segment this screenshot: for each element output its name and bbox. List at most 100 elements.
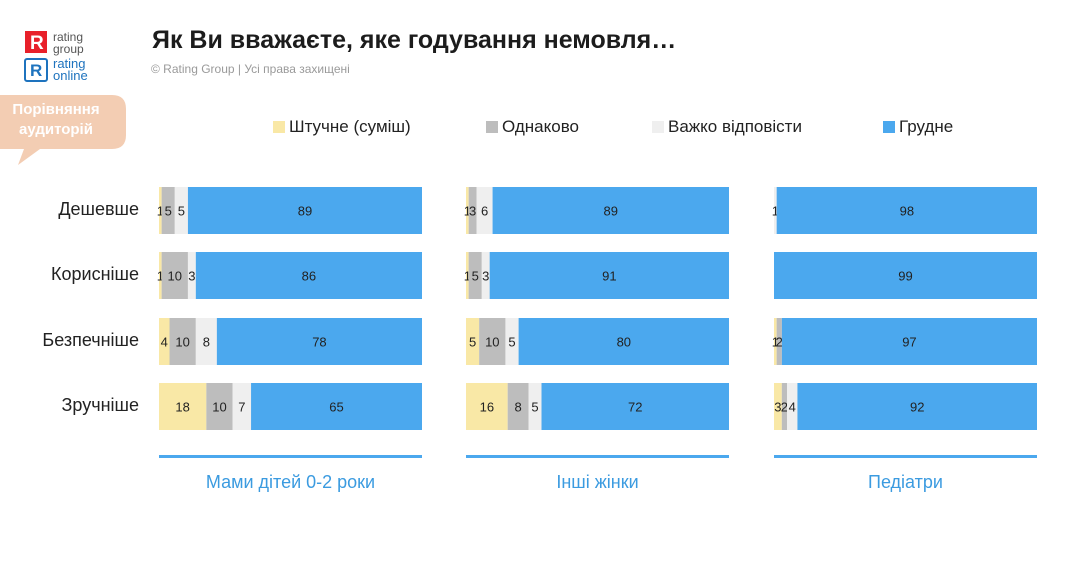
bar-mothers-row3-equal <box>169 318 196 365</box>
bar-other-women-row3-hard-to-say <box>505 318 519 365</box>
bar-label-pediatricians-row2-breast: 99 <box>898 269 912 284</box>
bar-other-women-row3-artificial <box>466 318 480 365</box>
bar-label-pediatricians-row4-hard-to-say: 4 <box>789 400 796 415</box>
bar-label-pediatricians-row3-breast: 97 <box>902 335 916 350</box>
bar-other-women-row4-artificial <box>466 383 508 430</box>
bar-mothers-row1-artificial <box>159 187 162 234</box>
panel-label-other-women: Інші жінки <box>556 472 639 492</box>
bar-other-women-row1-artificial <box>466 187 469 234</box>
bar-label-other-women-row2-hard-to-say: 3 <box>482 269 489 284</box>
bar-pediatricians-row3-artificial <box>774 318 777 365</box>
bar-label-other-women-row3-hard-to-say: 5 <box>508 335 515 350</box>
bar-mothers-row1-hard-to-say <box>174 187 188 234</box>
bar-mothers-row4-hard-to-say <box>232 383 252 430</box>
bar-mothers-row2-artificial <box>159 252 162 299</box>
bar-mothers-row2-equal <box>161 252 188 299</box>
bar-label-pediatricians-row4-equal: 2 <box>781 400 788 415</box>
bar-label-mothers-row1-equal: 5 <box>165 204 172 219</box>
bar-other-women-row3-breast <box>518 318 729 365</box>
bar-label-other-women-row3-breast: 80 <box>617 335 631 350</box>
bar-label-other-women-row4-equal: 8 <box>514 400 521 415</box>
bar-other-women-row2-hard-to-say <box>481 252 490 299</box>
chart-legend: Штучне (суміш) Однаково Важко відповісти… <box>0 117 1080 141</box>
bar-other-women-row4-equal <box>507 383 529 430</box>
legend-label-hard-to-say: Важко відповісти <box>668 117 802 136</box>
bar-label-other-women-row3-artificial: 5 <box>469 335 476 350</box>
bar-label-mothers-row3-breast: 78 <box>312 335 326 350</box>
bar-label-other-women-row2-equal: 5 <box>472 269 479 284</box>
bar-label-pediatricians-row4-artificial: 3 <box>774 400 781 415</box>
audience-comparison-badge <box>0 95 136 167</box>
bar-label-mothers-row4-hard-to-say: 7 <box>238 400 245 415</box>
bar-mothers-row2-breast <box>195 252 422 299</box>
bar-label-other-women-row1-equal: 3 <box>469 204 476 219</box>
bar-label-other-women-row4-artificial: 16 <box>480 400 494 415</box>
logo-rating-group-line1: rating <box>53 30 83 44</box>
bar-label-other-women-row2-breast: 91 <box>602 269 616 284</box>
bar-label-other-women-row4-hard-to-say: 5 <box>531 400 538 415</box>
bar-pediatricians-row4-equal <box>781 383 788 430</box>
svg-text:R: R <box>30 61 42 80</box>
bar-mothers-row3-hard-to-say <box>195 318 217 365</box>
bar-label-mothers-row4-artificial: 18 <box>175 400 189 415</box>
legend-swatch-equal <box>486 121 498 133</box>
bar-other-women-row2-breast <box>489 252 729 299</box>
bar-mothers-row4-breast <box>251 383 422 430</box>
bar-label-mothers-row2-hard-to-say: 3 <box>188 269 195 284</box>
bar-label-mothers-row4-breast: 65 <box>329 400 343 415</box>
bar-other-women-row1-equal <box>468 187 477 234</box>
legend-label-artificial: Штучне (суміш) <box>289 117 411 136</box>
bar-pediatricians-row4-artificial <box>774 383 782 430</box>
bar-mothers-row2-hard-to-say <box>187 252 196 299</box>
bar-other-women-row1-breast <box>492 187 729 234</box>
bar-label-mothers-row3-hard-to-say: 8 <box>203 335 210 350</box>
bar-label-mothers-row1-breast: 89 <box>298 204 312 219</box>
bar-other-women-row3-equal <box>479 318 506 365</box>
bar-pediatricians-row3-breast <box>781 318 1037 365</box>
bar-label-other-women-row2-artificial: 1 <box>464 269 471 284</box>
bar-label-mothers-row3-equal: 10 <box>175 335 189 350</box>
bar-label-other-women-row1-breast: 89 <box>604 204 618 219</box>
bar-pediatricians-row4-breast <box>797 383 1037 430</box>
bar-label-other-women-row4-breast: 72 <box>628 400 642 415</box>
audience-comparison-label: Порівняння аудиторій <box>0 100 112 140</box>
bar-label-mothers-row2-breast: 86 <box>302 269 316 284</box>
panel-axis-other-women <box>466 455 729 458</box>
bar-pediatricians-row2-breast <box>774 252 1037 299</box>
category-label-healthier: Корисніше <box>51 264 139 284</box>
category-label-cheaper: Дешевше <box>58 199 139 219</box>
rating-group-logo: R rating group R rating online <box>24 28 124 84</box>
copyright-subtitle: © Rating Group | Усі права захищені <box>151 62 350 76</box>
category-label-more-convenient: Зручніше <box>61 395 139 415</box>
bar-other-women-row4-hard-to-say <box>528 383 542 430</box>
bar-mothers-row4-artificial <box>159 383 207 430</box>
panel-axis-mothers <box>159 455 422 458</box>
bar-label-other-women-row1-artificial: 1 <box>464 204 471 219</box>
bar-pediatricians-row4-hard-to-say <box>787 383 798 430</box>
bar-label-mothers-row4-equal: 10 <box>212 400 226 415</box>
bar-mothers-row3-artificial <box>159 318 170 365</box>
logo-rating-online-line2: online <box>53 68 88 83</box>
bar-pediatricians-row1-breast <box>776 187 1037 234</box>
legend-item-artificial: Штучне (суміш) <box>273 117 411 137</box>
legend-item-breast: Грудне <box>883 117 953 137</box>
bar-other-women-row2-artificial <box>466 252 469 299</box>
category-label-safer: Безпечніше <box>42 330 139 350</box>
badge-line-1: Порівняння <box>12 101 100 118</box>
bar-other-women-row2-equal <box>468 252 482 299</box>
badge-line-2: аудиторій <box>19 121 93 138</box>
bar-label-pediatricians-row3-artificial: 1 <box>772 335 779 350</box>
bar-label-mothers-row2-artificial: 1 <box>157 269 164 284</box>
bar-label-pediatricians-row1-breast: 98 <box>900 204 914 219</box>
logo-rating-online-line1: rating <box>53 56 86 71</box>
bar-label-mothers-row1-artificial: 1 <box>157 204 164 219</box>
panel-axis-pediatricians <box>774 455 1037 458</box>
panel-label-mothers: Мами дітей 0-2 роки <box>205 472 376 492</box>
bar-pediatricians-row1-hard-to-say <box>774 187 777 234</box>
bar-other-women-row1-hard-to-say <box>476 187 493 234</box>
bar-label-pediatricians-row4-breast: 92 <box>910 400 924 415</box>
panel-label-pediatricians: Педіатри <box>868 472 943 492</box>
legend-swatch-breast <box>883 121 895 133</box>
bar-label-mothers-row2-equal: 10 <box>168 269 182 284</box>
